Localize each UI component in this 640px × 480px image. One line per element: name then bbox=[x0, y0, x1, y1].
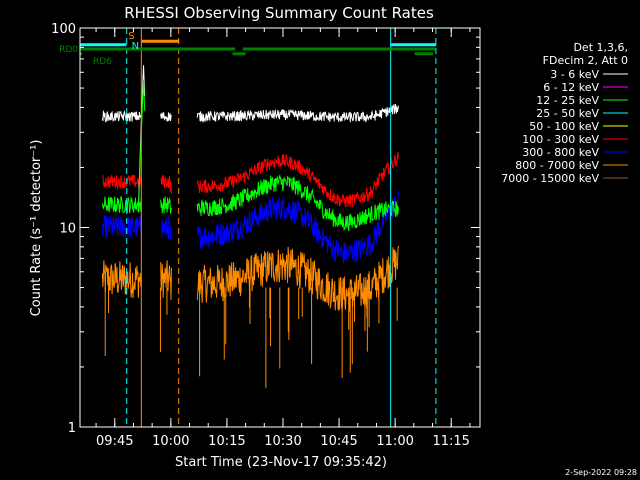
series-300-800-kev bbox=[101, 190, 399, 264]
legend-header: FDecim 2, Att 0 bbox=[543, 54, 628, 67]
flag-label-s: S bbox=[128, 31, 134, 42]
x-axis-label: Start Time (23-Nov-17 09:35:42) bbox=[175, 455, 387, 470]
series-green-band bbox=[101, 174, 399, 232]
flag-label-rd6: RD6 bbox=[93, 57, 112, 67]
legend-entry-label: 300 - 800 keV bbox=[522, 146, 599, 159]
x-tick-label: 10:30 bbox=[264, 434, 301, 449]
x-tick-label: 11:00 bbox=[376, 434, 413, 449]
legend-entry-label: 3 - 6 keV bbox=[550, 68, 599, 81]
axes: 1 10 100 09:45 10:00 10:15 10:30 10:45 11:00 11:1… bbox=[51, 22, 480, 449]
flag-label-rd0: RD0 bbox=[59, 45, 78, 55]
x-tick-label: 10:00 bbox=[152, 434, 189, 449]
series-100-300-kev bbox=[102, 151, 399, 208]
legend-header: Det 1,3,6, bbox=[573, 41, 628, 54]
legend-entry-label: 800 - 7000 keV bbox=[515, 159, 599, 172]
y-tick-label: 1 bbox=[68, 421, 76, 436]
legend-entry-label: 12 - 25 keV bbox=[536, 94, 599, 107]
x-tick-label: 10:45 bbox=[320, 434, 357, 449]
footer-date: 2-Sep-2022 09:28 bbox=[565, 468, 637, 477]
chart-title: RHESSI Observing Summary Count Rates bbox=[124, 4, 434, 22]
legend-entry-label: 7000 - 15000 keV bbox=[501, 172, 599, 185]
series-3-6-kev bbox=[101, 104, 399, 123]
legend-entry-label: 6 - 12 keV bbox=[543, 81, 599, 94]
legend-entry-label: 100 - 300 keV bbox=[522, 133, 599, 146]
y-axis-label: Count Rate (s⁻¹ detector⁻¹) bbox=[29, 140, 44, 317]
plot-area: RD0 RD6 NS bbox=[59, 28, 437, 427]
legend-entry-label: 50 - 100 keV bbox=[529, 120, 599, 133]
x-tick-label: 09:45 bbox=[96, 434, 133, 449]
spike-12-25-kev bbox=[137, 79, 146, 212]
legend-entry-label: 25 - 50 keV bbox=[536, 107, 599, 120]
x-tick-label: 10:15 bbox=[208, 434, 245, 449]
flag-label-n: N bbox=[132, 41, 139, 52]
y-tick-label: 100 bbox=[51, 22, 76, 37]
x-tick-label: 11:15 bbox=[432, 434, 469, 449]
y-tick-label: 10 bbox=[59, 222, 76, 237]
